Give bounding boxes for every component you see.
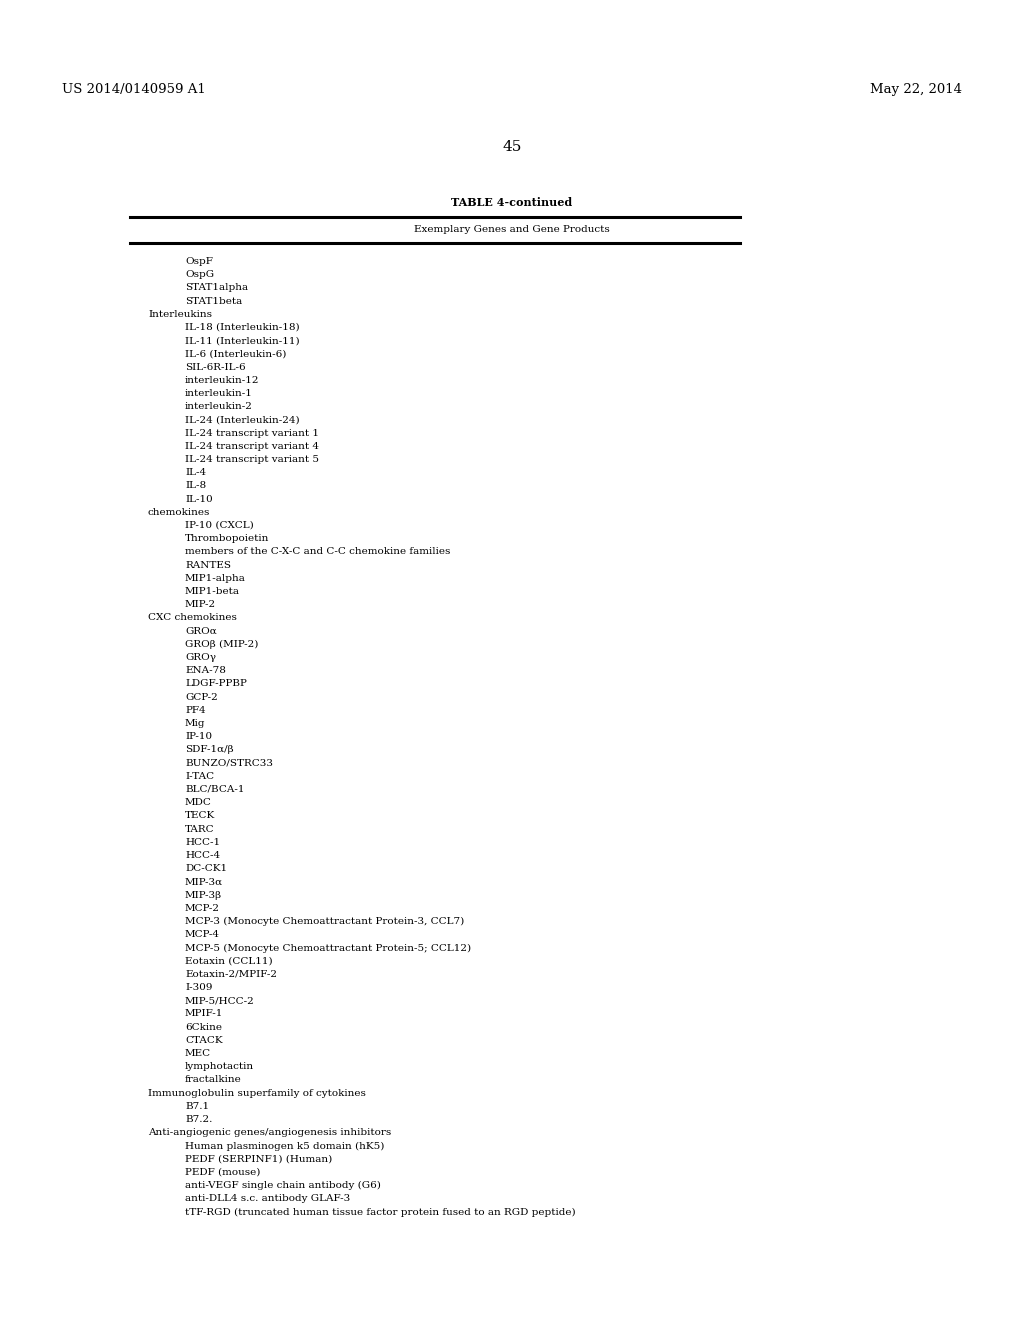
- Text: US 2014/0140959 A1: US 2014/0140959 A1: [62, 83, 206, 96]
- Text: SIL-6R-IL-6: SIL-6R-IL-6: [185, 363, 246, 372]
- Text: lymphotactin: lymphotactin: [185, 1063, 254, 1072]
- Text: IL-6 (Interleukin-6): IL-6 (Interleukin-6): [185, 350, 287, 359]
- Text: IL-10: IL-10: [185, 495, 213, 504]
- Text: IL-24 (Interleukin-24): IL-24 (Interleukin-24): [185, 416, 300, 425]
- Text: IL-24 transcript variant 1: IL-24 transcript variant 1: [185, 429, 319, 438]
- Text: anti-DLL4 s.c. antibody GLAF-3: anti-DLL4 s.c. antibody GLAF-3: [185, 1195, 350, 1204]
- Text: Mig: Mig: [185, 719, 206, 729]
- Text: GROγ: GROγ: [185, 653, 216, 663]
- Text: interleukin-1: interleukin-1: [185, 389, 253, 399]
- Text: MIP1-beta: MIP1-beta: [185, 587, 240, 597]
- Text: HCC-1: HCC-1: [185, 838, 220, 847]
- Text: OspG: OspG: [185, 271, 214, 280]
- Text: MCP-4: MCP-4: [185, 931, 220, 940]
- Text: MPIF-1: MPIF-1: [185, 1010, 223, 1019]
- Text: Interleukins: Interleukins: [148, 310, 212, 319]
- Text: interleukin-2: interleukin-2: [185, 403, 253, 412]
- Text: MCP-3 (Monocyte Chemoattractant Protein-3, CCL7): MCP-3 (Monocyte Chemoattractant Protein-…: [185, 917, 464, 927]
- Text: anti-VEGF single chain antibody (G6): anti-VEGF single chain antibody (G6): [185, 1181, 381, 1191]
- Text: MCP-2: MCP-2: [185, 904, 220, 913]
- Text: IL-4: IL-4: [185, 469, 206, 478]
- Text: BUNZO/STRC33: BUNZO/STRC33: [185, 759, 273, 768]
- Text: members of the C-X-C and C-C chemokine families: members of the C-X-C and C-C chemokine f…: [185, 548, 451, 557]
- Text: B7.1: B7.1: [185, 1102, 209, 1111]
- Text: PEDF (mouse): PEDF (mouse): [185, 1168, 260, 1177]
- Text: MIP-5/HCC-2: MIP-5/HCC-2: [185, 997, 255, 1006]
- Text: Eotaxin (CCL11): Eotaxin (CCL11): [185, 957, 272, 966]
- Text: chemokines: chemokines: [148, 508, 210, 517]
- Text: CXC chemokines: CXC chemokines: [148, 614, 237, 623]
- Text: Anti-angiogenic genes/angiogenesis inhibitors: Anti-angiogenic genes/angiogenesis inhib…: [148, 1129, 391, 1138]
- Text: I-TAC: I-TAC: [185, 772, 214, 781]
- Text: Human plasminogen k5 domain (hK5): Human plasminogen k5 domain (hK5): [185, 1142, 384, 1151]
- Text: IP-10: IP-10: [185, 733, 212, 742]
- Text: TABLE 4-continued: TABLE 4-continued: [452, 197, 572, 207]
- Text: IL-18 (Interleukin-18): IL-18 (Interleukin-18): [185, 323, 300, 333]
- Text: I-309: I-309: [185, 983, 213, 993]
- Text: CTACK: CTACK: [185, 1036, 222, 1045]
- Text: IL-24 transcript variant 4: IL-24 transcript variant 4: [185, 442, 319, 451]
- Text: OspF: OspF: [185, 257, 213, 267]
- Text: Immunoglobulin superfamily of cytokines: Immunoglobulin superfamily of cytokines: [148, 1089, 366, 1098]
- Text: MDC: MDC: [185, 799, 212, 808]
- Text: PEDF (SERPINF1) (Human): PEDF (SERPINF1) (Human): [185, 1155, 332, 1164]
- Text: Exemplary Genes and Gene Products: Exemplary Genes and Gene Products: [414, 226, 610, 235]
- Text: MIP-3β: MIP-3β: [185, 891, 222, 900]
- Text: GROβ (MIP-2): GROβ (MIP-2): [185, 640, 258, 649]
- Text: ENA-78: ENA-78: [185, 667, 226, 676]
- Text: PF4: PF4: [185, 706, 206, 715]
- Text: IL-8: IL-8: [185, 482, 206, 491]
- Text: MIP-2: MIP-2: [185, 601, 216, 610]
- Text: GROα: GROα: [185, 627, 217, 636]
- Text: IL-11 (Interleukin-11): IL-11 (Interleukin-11): [185, 337, 300, 346]
- Text: tTF-RGD (truncated human tissue factor protein fused to an RGD peptide): tTF-RGD (truncated human tissue factor p…: [185, 1208, 575, 1217]
- Text: B7.2.: B7.2.: [185, 1115, 212, 1125]
- Text: MEC: MEC: [185, 1049, 211, 1059]
- Text: May 22, 2014: May 22, 2014: [870, 83, 962, 96]
- Text: interleukin-12: interleukin-12: [185, 376, 259, 385]
- Text: MIP1-alpha: MIP1-alpha: [185, 574, 246, 583]
- Text: BLC/BCA-1: BLC/BCA-1: [185, 785, 245, 795]
- Text: IP-10 (CXCL): IP-10 (CXCL): [185, 521, 254, 531]
- Text: TARC: TARC: [185, 825, 215, 834]
- Text: MIP-3α: MIP-3α: [185, 878, 223, 887]
- Text: HCC-4: HCC-4: [185, 851, 220, 861]
- Text: SDF-1α/β: SDF-1α/β: [185, 746, 233, 755]
- Text: RANTES: RANTES: [185, 561, 231, 570]
- Text: LDGF-PPBP: LDGF-PPBP: [185, 680, 247, 689]
- Text: TECK: TECK: [185, 812, 215, 821]
- Text: Eotaxin-2/MPIF-2: Eotaxin-2/MPIF-2: [185, 970, 278, 979]
- Text: DC-CK1: DC-CK1: [185, 865, 227, 874]
- Text: 45: 45: [503, 140, 521, 154]
- Text: MCP-5 (Monocyte Chemoattractant Protein-5; CCL12): MCP-5 (Monocyte Chemoattractant Protein-…: [185, 944, 471, 953]
- Text: fractalkine: fractalkine: [185, 1076, 242, 1085]
- Text: 6Ckine: 6Ckine: [185, 1023, 222, 1032]
- Text: STAT1alpha: STAT1alpha: [185, 284, 248, 293]
- Text: GCP-2: GCP-2: [185, 693, 218, 702]
- Text: IL-24 transcript variant 5: IL-24 transcript variant 5: [185, 455, 319, 465]
- Text: Thrombopoietin: Thrombopoietin: [185, 535, 269, 544]
- Text: STAT1beta: STAT1beta: [185, 297, 243, 306]
